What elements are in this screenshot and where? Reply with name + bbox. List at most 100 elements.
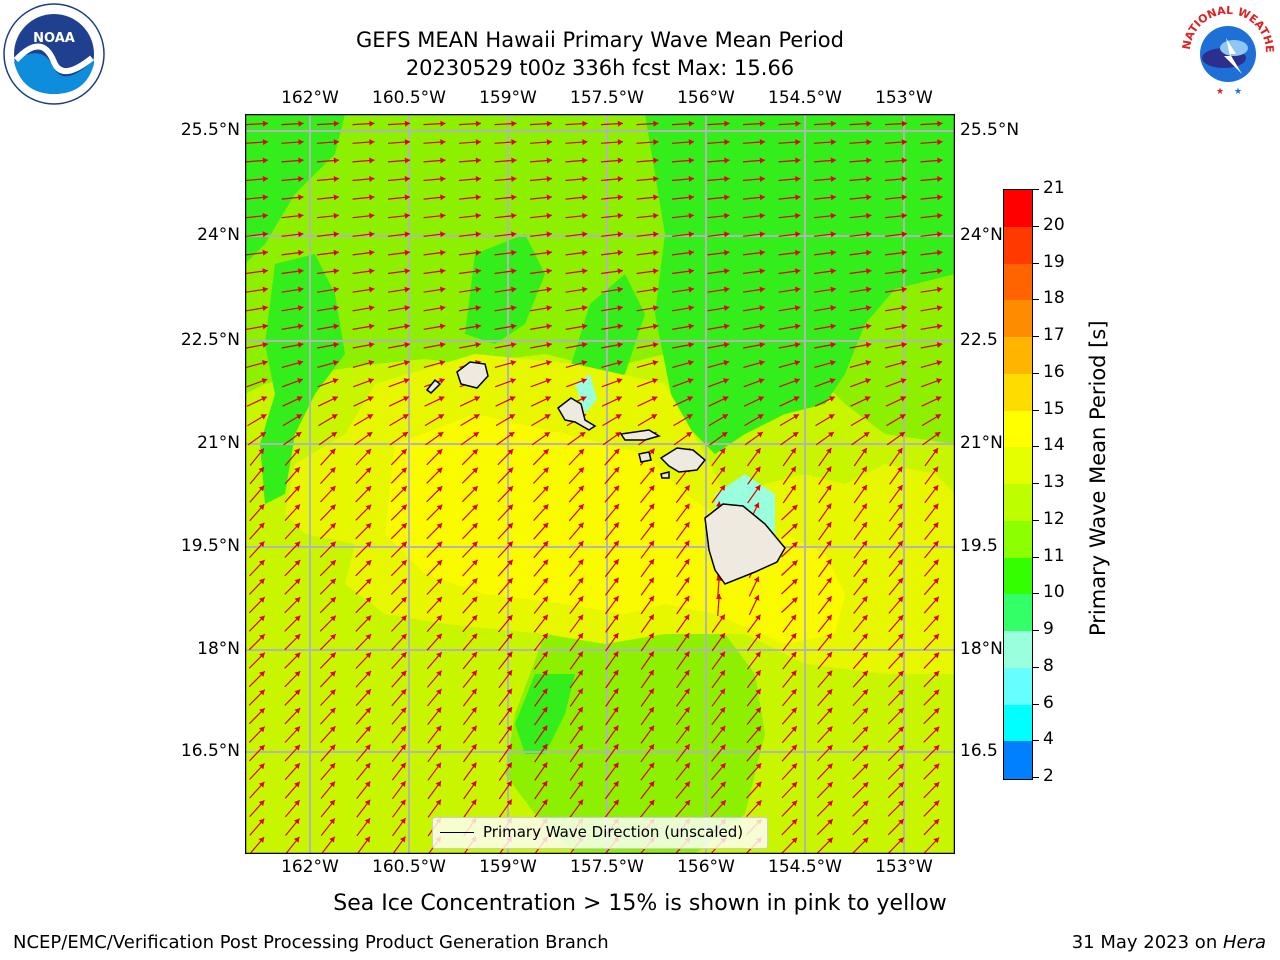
wave-direction-arrowhead: [688, 157, 694, 164]
wave-direction-arrowhead: [826, 577, 832, 584]
wave-direction-arrowhead: [294, 634, 301, 640]
wave-direction-arrowhead: [684, 762, 690, 769]
wave-direction-arrowhead: [542, 486, 549, 492]
wave-direction-arrowhead: [329, 744, 336, 751]
wave-direction-arrowhead: [440, 157, 446, 164]
wave-direction-arrowhead: [294, 467, 300, 473]
wave-direction-arrowhead: [475, 120, 481, 127]
wave-direction-arrowhead: [826, 689, 833, 695]
wave-direction-arrowhead: [759, 360, 765, 366]
lon-tick-bottom-162: 162°W: [281, 857, 339, 877]
wave-direction-arrowhead: [684, 744, 690, 751]
wave-direction-arrowhead: [365, 726, 371, 732]
wave-direction-arrowhead: [471, 762, 477, 769]
colorbar-tick-label: 16: [1043, 361, 1065, 382]
wave-direction-arrowhead: [577, 744, 583, 750]
wave-direction-arrowhead: [755, 651, 761, 658]
wave-direction-arrowhead: [684, 670, 690, 676]
wave-direction-arrowhead: [826, 707, 833, 714]
wave-direction-arrowhead: [509, 414, 515, 420]
wave-direction-arrowhead: [578, 485, 584, 492]
wave-direction-arrowhead: [720, 800, 726, 806]
wave-direction-arrowhead: [506, 744, 512, 750]
wave-direction-arrowhead: [864, 396, 871, 402]
wave-direction-arrowhead: [613, 688, 619, 695]
wave-direction-arrowhead: [933, 634, 939, 640]
wave-direction-arrowhead: [937, 286, 943, 293]
wave-direction-arrowhead: [932, 503, 939, 510]
wave-direction-arrowhead: [297, 342, 304, 348]
wave-direction-arrowhead: [577, 725, 583, 732]
wave-direction-arrowhead: [546, 231, 552, 238]
wave-direction-arrowhead: [578, 449, 584, 455]
wave-direction-arrowhead: [688, 360, 694, 366]
wave-direction-arrowhead: [401, 523, 407, 529]
wave-direction-arrowhead: [440, 139, 446, 146]
wave-direction-arrowhead: [400, 762, 406, 769]
wave-direction-arrowhead: [440, 212, 446, 219]
wave-direction-arrowhead: [648, 503, 655, 510]
wave-direction-arrowhead: [542, 670, 548, 676]
wave-direction-arrowhead: [932, 448, 938, 454]
wave-direction-arrowhead: [719, 670, 725, 676]
wave-direction-arrowhead: [439, 342, 446, 348]
wave-direction-arrowhead: [933, 578, 939, 584]
lon-tick-top-157-5: 157.5°W: [570, 88, 644, 108]
wave-direction-arrowhead: [439, 360, 446, 366]
island-niihau: [425, 378, 442, 394]
wave-direction-arrowhead: [721, 432, 728, 438]
wave-direction-arrowhead: [510, 323, 517, 330]
wave-direction-arrowhead: [794, 378, 800, 384]
wave-direction-arrowhead: [581, 342, 588, 348]
noaa-logo-text: NOAA: [33, 31, 75, 46]
wave-direction-arrowhead: [506, 651, 513, 658]
wave-direction-arrowhead: [546, 194, 552, 201]
wave-direction-arrowhead: [791, 505, 798, 511]
wave-direction-arrowhead: [329, 818, 335, 825]
wave-direction-arrowhead: [577, 596, 584, 602]
wave-direction-arrowhead: [542, 596, 548, 603]
wave-direction-arrowhead: [653, 249, 659, 256]
wave-direction-arrowhead: [577, 559, 584, 566]
wave-direction-arrowhead: [827, 782, 833, 788]
wave-direction-arrowhead: [294, 763, 300, 769]
wave-direction-arrowhead: [830, 268, 836, 275]
wave-direction-arrowhead: [507, 541, 513, 548]
wave-direction-arrowhead: [719, 485, 725, 491]
wave-direction-arrowhead: [648, 688, 654, 695]
wave-direction-arrowhead: [578, 504, 584, 510]
wave-direction-arrowhead: [791, 819, 798, 825]
wave-direction-arrowhead: [866, 194, 872, 201]
wave-direction-arrowhead: [648, 540, 655, 547]
wave-direction-arrowhead: [791, 837, 798, 844]
wave-direction-arrowhead: [724, 139, 730, 146]
wave-direction-arrowhead: [438, 396, 445, 402]
wave-direction-arrowhead: [688, 286, 694, 293]
wave-direction-arrowhead: [262, 212, 268, 219]
wave-direction-arrowhead: [861, 466, 867, 473]
colorbar-segment: [1004, 190, 1032, 228]
wave-direction-arrowhead: [652, 360, 659, 366]
colorbar-tick-mark: [1033, 409, 1039, 411]
wave-direction-arrowhead: [577, 688, 583, 695]
wave-direction-arrowhead: [900, 396, 906, 402]
wave-direction-arrowhead: [542, 522, 549, 529]
wave-direction-arrowhead: [759, 268, 765, 275]
lon-tick-top-159: 159°W: [479, 88, 537, 108]
wave-direction-arrowhead: [897, 596, 904, 603]
wave-direction-arrowhead: [333, 231, 339, 238]
wave-direction-arrowhead: [259, 634, 265, 640]
wave-direction-arrowhead: [759, 342, 765, 348]
wave-direction-arrowhead: [715, 575, 722, 581]
wave-direction-arrowhead: [471, 578, 478, 585]
wave-direction-arrowhead: [367, 396, 374, 402]
wave-direction-arrowhead: [368, 360, 375, 366]
wave-direction-arrowhead: [404, 212, 410, 219]
wave-direction-arrowhead: [790, 466, 796, 473]
map-legend: Primary Wave Direction (unscaled): [432, 817, 768, 849]
wave-direction-arrowhead: [259, 597, 265, 603]
wave-direction-arrowhead: [262, 286, 268, 293]
wave-direction-arrowhead: [724, 231, 730, 238]
wave-direction-arrowhead: [368, 378, 374, 384]
island-oahu: [557, 397, 597, 431]
